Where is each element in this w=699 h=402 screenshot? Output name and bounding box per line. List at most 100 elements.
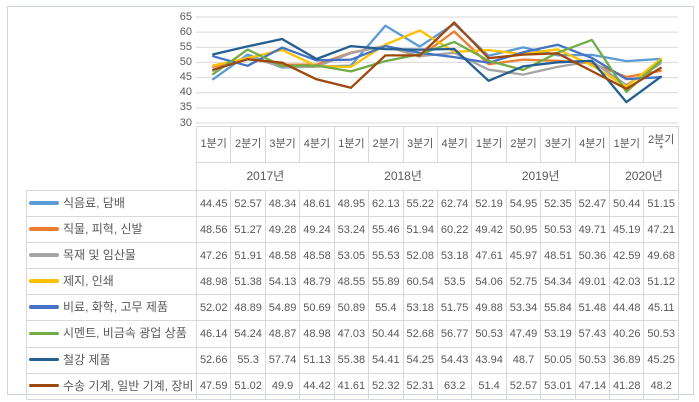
quarter-label: 4분기 [579, 138, 606, 151]
y-axis-tick-label: 55 [179, 40, 192, 53]
value-cell: 42.59 [609, 242, 645, 270]
value-cell: 53.24 [333, 216, 370, 244]
value-cell: 50.89 [333, 294, 370, 322]
value-cell: 52.47 [574, 189, 611, 218]
value-cell: 48.89 [230, 294, 266, 322]
quarter-header-cell: 4분기 [574, 126, 611, 163]
value-cell: 48.61 [299, 189, 335, 218]
value-cell: 49.71 [574, 216, 611, 244]
value-cell: 52.57 [505, 372, 542, 400]
value-cell: 57.74 [264, 346, 301, 374]
value-cell: 48.51 [540, 242, 576, 270]
value-cell: 47.49 [505, 320, 542, 348]
value-cell: 51.02 [230, 372, 266, 400]
value-cell: 51.48 [574, 294, 611, 322]
value-cell: 52.19 [471, 189, 507, 218]
table-row: 수송 기계, 일반 기계, 장비 47.59 51.02 49.9 44.42 41.61… [26, 372, 679, 400]
quarter-header-cell: 1분기 [471, 126, 507, 163]
value-cell: 52.35 [540, 189, 576, 218]
quarter-label: 1분기 [475, 138, 503, 151]
quarter-header-cell: 1분기 [609, 126, 645, 163]
series-label: 시멘트, 비금속 광업 상품 [63, 326, 187, 341]
legend-swatch-icon [29, 305, 59, 309]
value-cell: 48.2 [643, 372, 679, 400]
value-cell: 40.26 [609, 320, 645, 348]
value-cell: 45.25 [643, 346, 679, 374]
value-cell: 51.75 [436, 294, 473, 322]
value-cell: 50.44 [368, 320, 404, 348]
value-cell: 45.97 [505, 242, 542, 270]
value-cell: 48.79 [299, 268, 335, 296]
quarter-label: 1분기 [200, 138, 227, 151]
value-cell: 42.03 [609, 268, 645, 296]
value-cell: 49.88 [471, 294, 507, 322]
value-cell: 53.01 [540, 372, 576, 400]
legend-swatch-icon [29, 383, 59, 388]
y-axis-tick-label: 35 [179, 101, 192, 114]
value-cell: 50.44 [609, 189, 645, 218]
value-cell: 51.15 [643, 189, 679, 218]
value-cell: 57.43 [574, 320, 611, 348]
value-cell: 48.87 [264, 320, 301, 348]
y-axis-tick-label: 30 [179, 116, 192, 129]
value-cell: 45.19 [609, 216, 645, 244]
year-header-cell: 2019년 [471, 162, 611, 191]
value-cell: 52.31 [402, 372, 438, 400]
series-legend-cell: 식음료, 담배 [26, 189, 197, 218]
quarter-label: 2분기 [510, 138, 537, 151]
y-axis-tick-label: 45 [179, 71, 192, 84]
value-cell: 48.98 [195, 268, 232, 296]
quarter-label: 2분기 [648, 134, 675, 147]
legend-swatch-icon [29, 253, 59, 257]
value-cell: 46.14 [195, 320, 232, 348]
legend-swatch-icon [29, 279, 59, 283]
value-cell: 48.95 [333, 189, 370, 218]
value-cell: 52.57 [230, 189, 266, 218]
value-cell: 52.66 [195, 346, 232, 374]
table-row: 식음료, 담배 44.45 52.57 48.34 48.61 48.95 62.13 55.… [26, 189, 679, 218]
value-cell: 49.28 [264, 216, 301, 244]
y-axis-tick-label: 50 [179, 55, 192, 68]
quarter-header-cell: 3분기 [540, 126, 576, 163]
value-cell: 47.14 [574, 372, 611, 400]
y-axis-tick-label: 40 [179, 86, 192, 99]
value-cell: 52.68 [402, 320, 438, 348]
series-legend-cell: 목재 및 임산물 [26, 242, 197, 270]
series-label: 식음료, 담배 [63, 195, 125, 210]
quarter-label: 4분기 [303, 138, 331, 151]
value-cell: 54.41 [368, 346, 404, 374]
quarter-header-cell: 1분기 [195, 126, 232, 163]
year-header-cell: 2020년 [609, 162, 679, 191]
value-cell: 48.58 [264, 242, 301, 270]
value-cell: 51.13 [299, 346, 335, 374]
value-cell: 49.42 [471, 216, 507, 244]
table-corner-spacer [27, 127, 197, 191]
value-cell: 62.13 [368, 189, 404, 218]
value-cell: 51.4 [471, 372, 507, 400]
quarter-label: 3분기 [544, 138, 572, 151]
value-cell: 49.24 [299, 216, 335, 244]
value-cell: 44.48 [609, 294, 645, 322]
y-axis-tick-label: 60 [179, 25, 192, 38]
quarter-header-cell: 2분기 [230, 126, 266, 163]
series-label: 직물, 피혁, 신발 [63, 222, 143, 237]
value-cell: 51.38 [230, 268, 266, 296]
value-cell: 51.91 [230, 242, 266, 270]
value-cell: 55.38 [333, 346, 370, 374]
y-axis-tick-label: 65 [179, 10, 192, 23]
value-cell: 43.94 [471, 346, 507, 374]
value-cell: 49.9 [264, 372, 301, 400]
value-cell: 53.18 [402, 294, 438, 322]
value-cell: 50.53 [471, 320, 507, 348]
footnote-marker: * [659, 143, 664, 155]
y-axis: 65 60 55 50 45 40 35 30 [156, 0, 192, 140]
quarter-header-cell: 2분기 [368, 126, 404, 163]
value-cell: 50.53 [540, 216, 576, 244]
legend-swatch-icon [29, 331, 59, 335]
quarter-header-cell: 4분기 [299, 126, 335, 163]
value-cell: 55.3 [230, 346, 266, 374]
series-legend-cell: 시멘트, 비금속 광업 상품 [26, 320, 197, 348]
table-row: 직물, 피혁, 신발 48.56 51.27 49.28 49.24 53.24 55.46… [26, 216, 679, 244]
quarter-header-cell: 3분기 [402, 126, 438, 163]
value-cell: 55.22 [402, 189, 438, 218]
